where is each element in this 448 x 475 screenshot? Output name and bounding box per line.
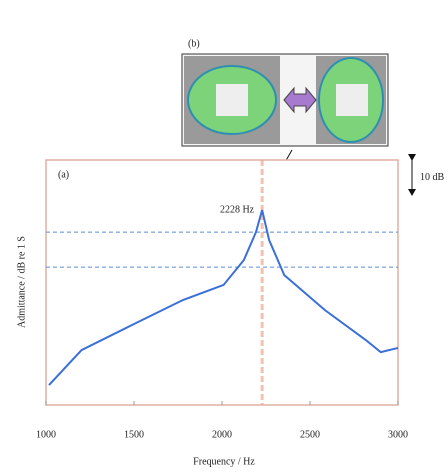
panel-label: (a) bbox=[58, 169, 69, 180]
inset-hole bbox=[336, 84, 368, 116]
x-tick-label: 2500 bbox=[300, 429, 320, 440]
x-tick-label: 1000 bbox=[36, 429, 56, 440]
panel-label: (b) bbox=[188, 38, 200, 49]
plot: 1000 1500 2000 2500 3000 2228 Hz 10 dB bbox=[36, 154, 445, 440]
data-line bbox=[48, 209, 399, 386]
x-axis-label: Frequency / Hz bbox=[193, 456, 255, 467]
annotation: 2228 Hz bbox=[220, 204, 255, 215]
swap-arrow bbox=[283, 86, 317, 114]
x-tick-label: 1500 bbox=[124, 429, 144, 440]
scale-bar-label: 10 dB bbox=[420, 172, 445, 183]
x-tick-label: 2000 bbox=[212, 429, 232, 440]
inset-hole bbox=[216, 84, 248, 116]
y-axis-label: Admittance / dB re 1 S bbox=[16, 236, 27, 328]
plot-frame bbox=[45, 159, 399, 406]
x-tick-label: 3000 bbox=[388, 429, 408, 440]
